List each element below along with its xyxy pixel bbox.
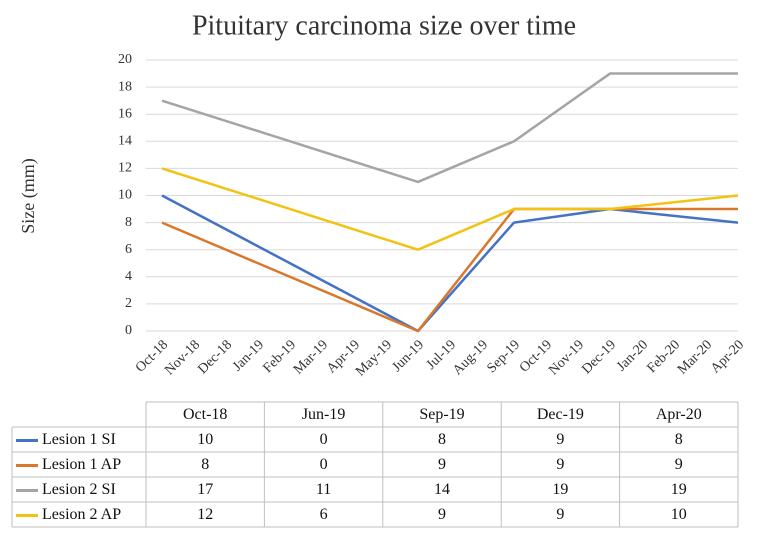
table-cell: 14 xyxy=(434,481,450,498)
chart-title: Pituitary carcinoma size over time xyxy=(192,10,576,41)
series-line xyxy=(161,207,738,333)
x-tick-label: Jun-19 xyxy=(390,337,428,375)
series-line xyxy=(161,72,738,184)
table-cell: 0 xyxy=(320,431,328,448)
y-tick-label: 18 xyxy=(118,79,132,94)
table-cell: 11 xyxy=(316,481,331,498)
legend-label: Lesion 1 SI xyxy=(42,431,116,448)
x-tick-label: Mar-20 xyxy=(675,337,715,377)
table-header: Jun-19 xyxy=(302,406,346,423)
x-tick-label: Apr-20 xyxy=(708,337,747,376)
x-tick-label: Dec-18 xyxy=(195,337,235,377)
x-tick-label: May-19 xyxy=(353,337,395,379)
y-tick-label: 20 xyxy=(118,52,132,67)
table-cell: 8 xyxy=(675,431,683,448)
table-cell: 19 xyxy=(552,481,568,498)
x-tick-label: Jan-20 xyxy=(614,337,651,374)
x-tick-label: Mar-19 xyxy=(291,337,331,377)
table-cell: 17 xyxy=(197,481,213,498)
y-tick-label: 10 xyxy=(118,188,132,203)
x-tick-label: Aug-19 xyxy=(450,337,491,378)
table-cell: 6 xyxy=(320,506,328,523)
table-cell: 9 xyxy=(556,456,564,473)
table-cell: 9 xyxy=(556,506,564,523)
series-line xyxy=(161,194,739,333)
table-header: Oct-18 xyxy=(183,406,227,423)
legend-label: Lesion 1 AP xyxy=(42,456,121,473)
table-cell: 10 xyxy=(197,431,213,448)
x-tick-label: Jan-19 xyxy=(230,337,267,374)
y-tick-label: 2 xyxy=(125,296,132,311)
table-header: Dec-19 xyxy=(537,406,584,423)
series-line xyxy=(161,167,739,251)
table-cell: 8 xyxy=(201,456,209,473)
x-tick-label: Nov-19 xyxy=(546,337,587,378)
y-tick-label: 16 xyxy=(118,106,132,121)
y-tick-label: 6 xyxy=(125,242,132,257)
table-cell: 0 xyxy=(320,456,328,473)
y-tick-label: 4 xyxy=(125,269,132,284)
x-tick-label: Nov-18 xyxy=(162,337,203,378)
table-cell: 9 xyxy=(675,456,683,473)
x-tick-label: Dec-19 xyxy=(579,337,619,377)
table-cell: 12 xyxy=(197,506,213,523)
table-cell: 10 xyxy=(671,506,687,523)
y-tick-label: 0 xyxy=(125,323,132,338)
table-cell: 9 xyxy=(438,506,446,523)
y-tick-label: 12 xyxy=(118,161,132,176)
table-header: Sep-19 xyxy=(419,406,464,423)
y-tick-label: 8 xyxy=(125,215,132,230)
table-cell: 9 xyxy=(438,456,446,473)
y-tick-label: 14 xyxy=(118,134,132,149)
table-cell: 19 xyxy=(671,481,687,498)
data-table: Oct-18 Jun-19 Sep-19 Dec-19 Apr-20 Lesion 1 S… xyxy=(11,401,739,528)
table-cell: 8 xyxy=(438,431,446,448)
x-tick-label: Sep-19 xyxy=(484,337,523,376)
table-header: Apr-20 xyxy=(656,406,702,423)
legend-label: Lesion 2 AP xyxy=(42,506,121,523)
table-cell: 9 xyxy=(556,431,564,448)
y-axis-label: Size (mm) xyxy=(18,158,39,233)
legend-label: Lesion 2 SI xyxy=(42,481,116,498)
